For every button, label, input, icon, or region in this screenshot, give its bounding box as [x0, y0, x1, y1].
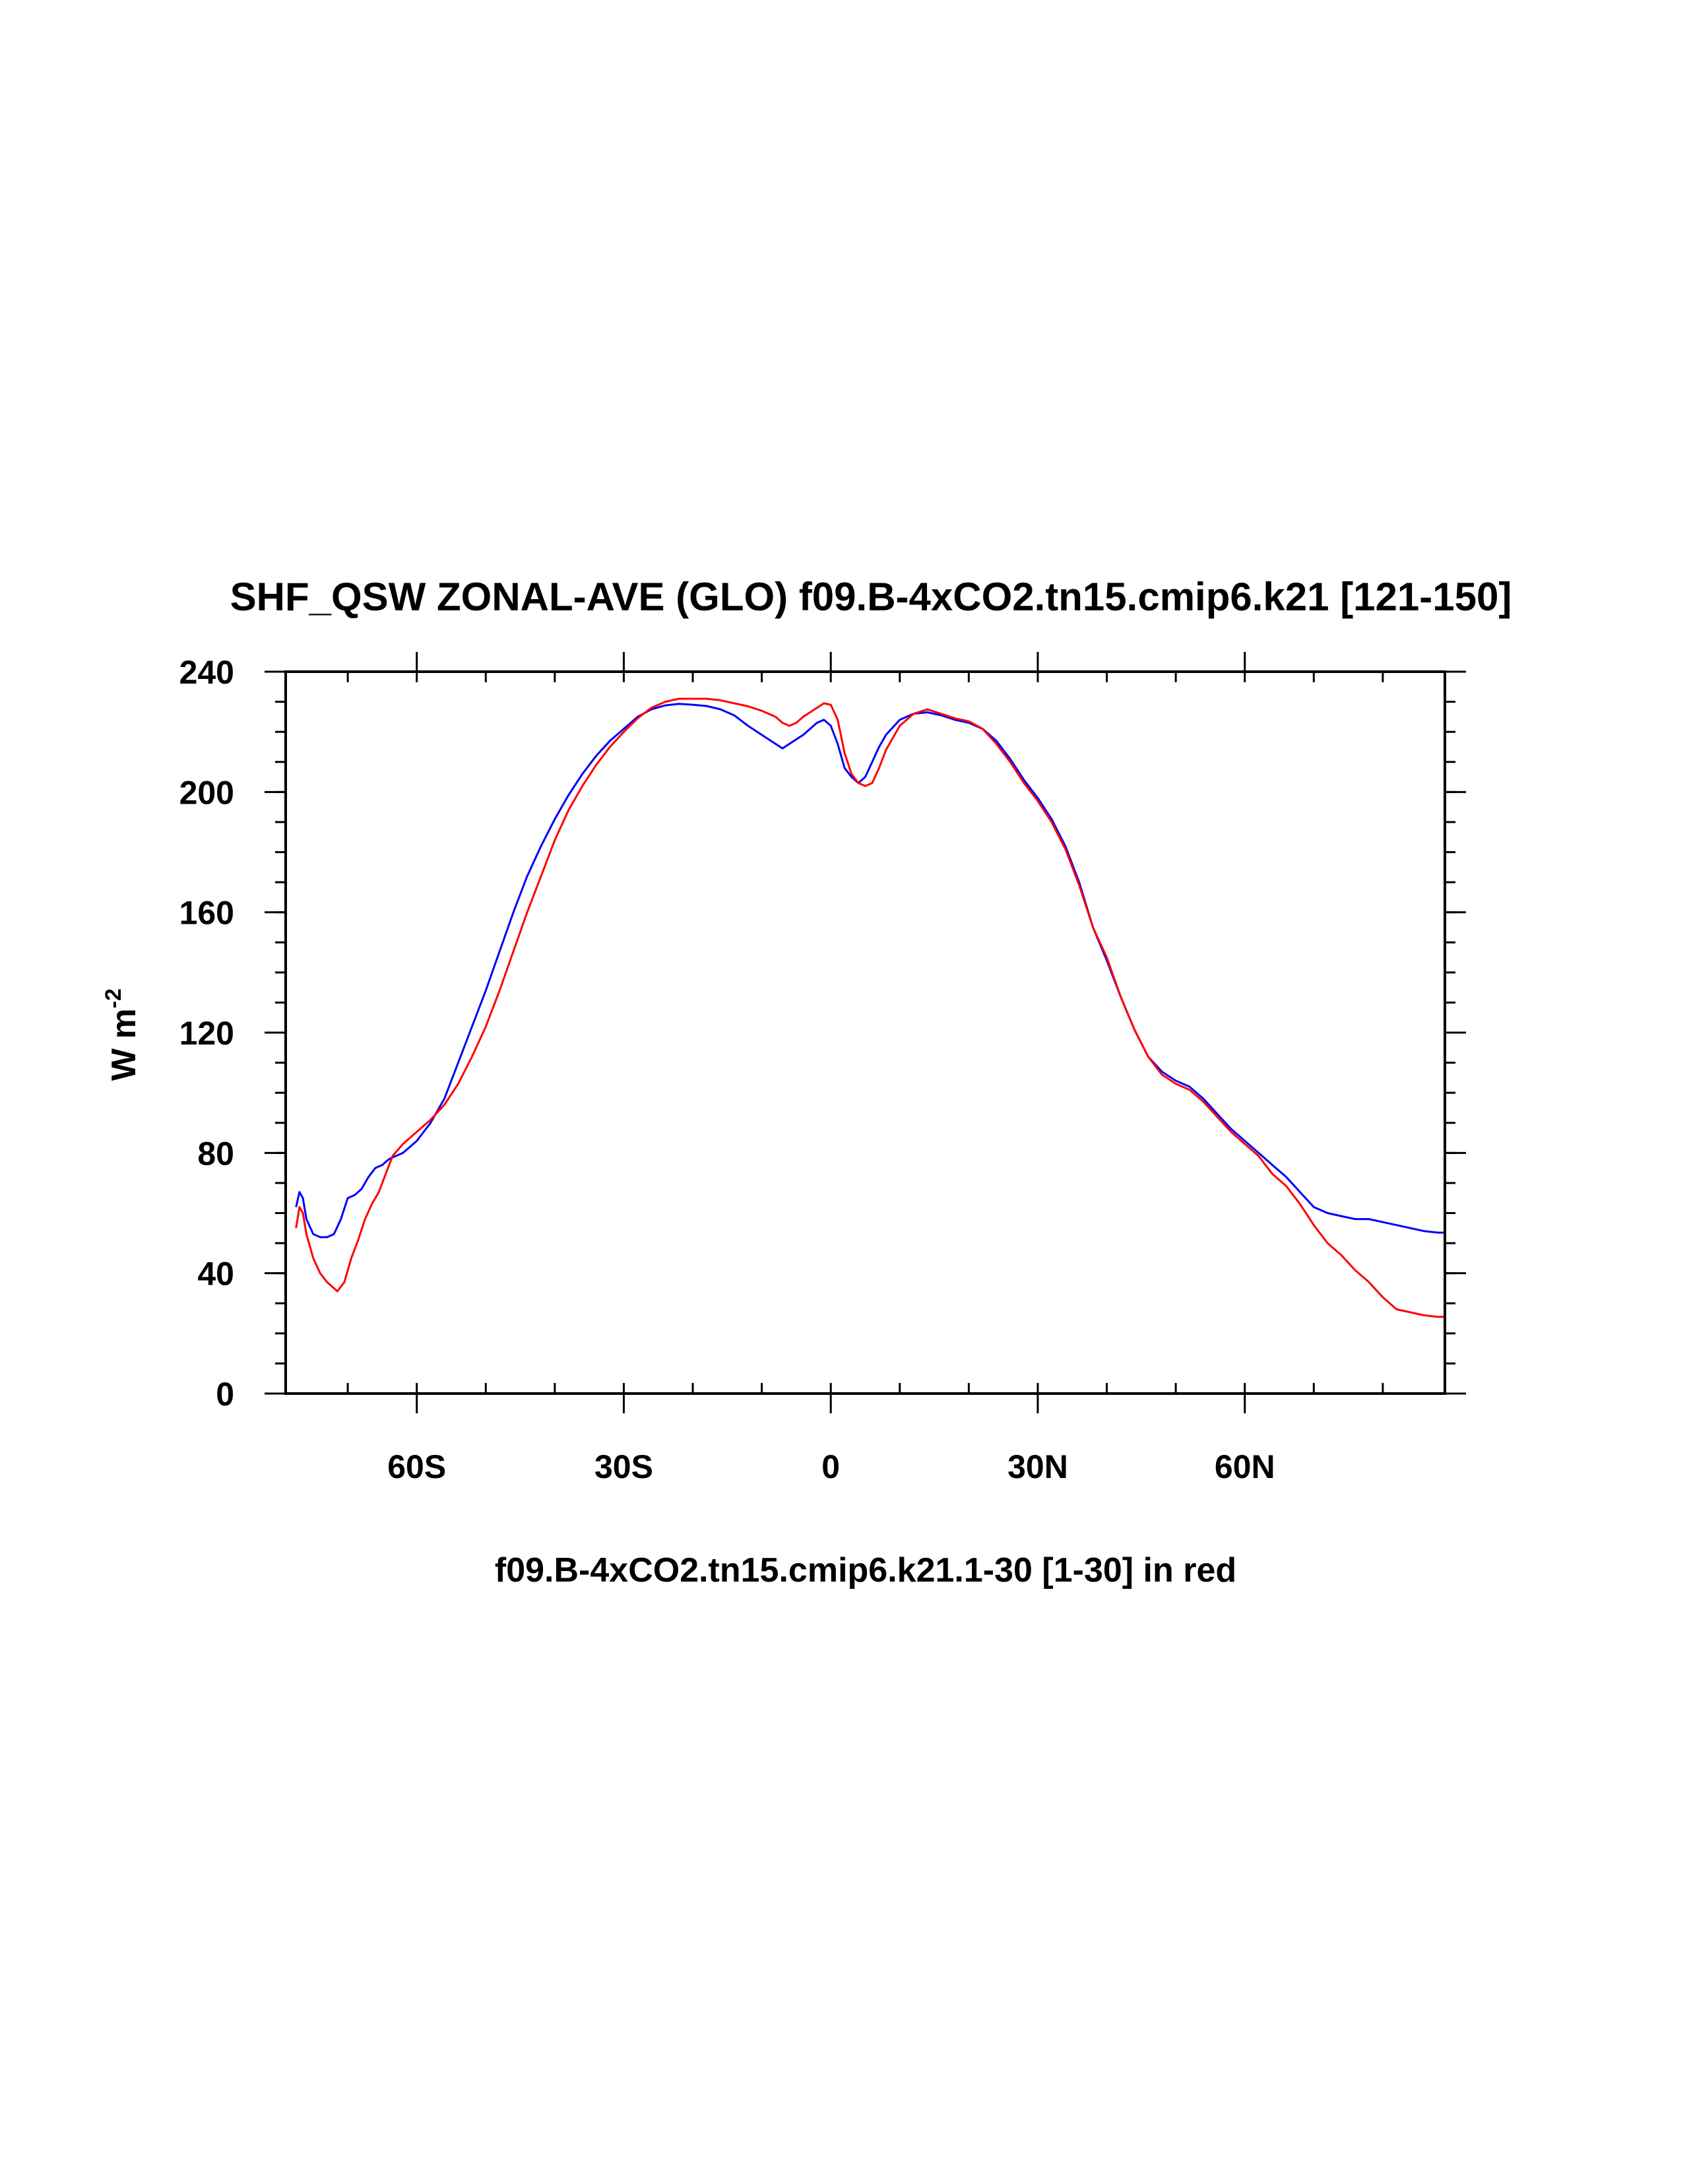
series-line-1	[295, 703, 1445, 1238]
x-tick-label: 60N	[1215, 1448, 1275, 1485]
x-tick-label: 30S	[594, 1448, 653, 1485]
chart-title: SHF_QSW ZONAL-AVE (GLO) f09.B-4xCO2.tn15…	[230, 575, 1512, 619]
x-tick-label: 60S	[387, 1448, 446, 1485]
plot-frame	[284, 670, 1446, 1395]
x-tick-label: 30N	[1007, 1448, 1068, 1485]
tick-layer	[265, 652, 1466, 1413]
y-axis-label-base: W m	[105, 1008, 143, 1081]
series-layer	[295, 697, 1445, 1318]
y-tick-label: 160	[179, 895, 234, 932]
x-tick-label: 0	[821, 1448, 840, 1485]
plot-area: 60S 30S 0 30N 60N 0 40 80 120 160 200 240	[179, 652, 1466, 1485]
y-tick-label: 40	[197, 1256, 234, 1293]
y-axis-label-superscript: -2	[101, 988, 126, 1008]
y-tick-label: 240	[179, 654, 234, 691]
x-axis-label: f09.B-4xCO2.tn15.cmip6.k21.1-30 [1-30] i…	[495, 1551, 1236, 1590]
y-tick-label: 200	[179, 774, 234, 811]
y-axis-label: W m-2	[101, 988, 143, 1081]
series-line-2	[295, 697, 1445, 1318]
y-tick-label: 0	[216, 1376, 234, 1413]
y-tick-label: 80	[197, 1135, 234, 1172]
tick-label-layer: 60S 30S 0 30N 60N 0 40 80 120 160 200 240	[179, 654, 1275, 1485]
y-tick-label: 120	[179, 1015, 234, 1052]
